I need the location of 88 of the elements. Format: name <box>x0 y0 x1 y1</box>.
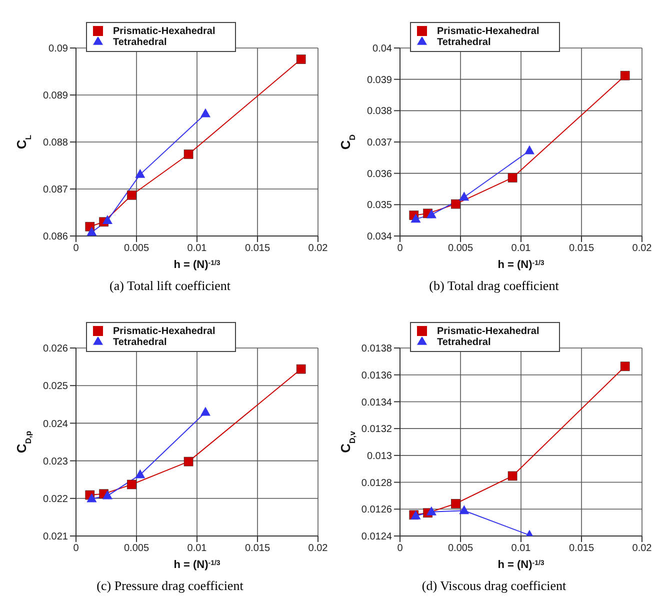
y-tick-label: 0.086 <box>42 232 68 243</box>
legend-label: Prismatic-Hexahedral <box>437 26 540 37</box>
point <box>184 150 194 159</box>
point <box>459 192 470 201</box>
x-tick-label: 0.005 <box>124 243 150 254</box>
point <box>508 173 518 182</box>
x-tick-label: 0.015 <box>244 243 270 254</box>
x-axis-title: h = (N)$^{-1/3}$ <box>174 258 220 271</box>
point <box>451 498 460 508</box>
point <box>86 226 97 236</box>
x-axis-title: h = (N)$^{-1/3}$ <box>498 258 544 271</box>
y-tick-label: 0.04 <box>372 44 392 55</box>
point <box>184 456 194 466</box>
x-tick-label: 0.015 <box>568 243 594 254</box>
x-tick-label: 0.01 <box>187 543 208 554</box>
text: (c) Pressure drag coefficient <box>96 578 244 595</box>
x-tick-label: 0.01 <box>511 543 532 554</box>
x-tick-label: 0 <box>73 543 80 554</box>
y-tick-label: 0.036 <box>366 168 392 180</box>
x-tick-label: 0 <box>397 243 404 254</box>
point <box>426 209 436 218</box>
y-tick-label: 0.023 <box>42 456 68 468</box>
legend-label: Prismatic-Hexahedral <box>113 326 216 337</box>
point <box>620 70 630 80</box>
point <box>135 168 146 178</box>
x-tick-label: 0.02 <box>632 543 652 554</box>
y-tick-label: 0.087 <box>42 184 68 196</box>
point <box>102 490 112 500</box>
legend-label: Prismatic-Hexahedral <box>437 326 540 337</box>
x-tick-label: 0.02 <box>308 243 328 254</box>
y-tick-label: 0.024 <box>42 418 68 430</box>
y-tick-label: 0.09 <box>48 44 68 55</box>
x-tick-label: 0 <box>73 243 80 254</box>
text: (b) Total drag coefficient <box>428 278 560 295</box>
point <box>426 506 436 516</box>
point <box>508 471 518 481</box>
point <box>127 190 136 200</box>
y-tick-label: 0.021 <box>42 532 68 543</box>
point <box>296 364 306 374</box>
y-tick-label: 0.037 <box>366 138 392 149</box>
y-tick-label: 0.026 <box>42 344 68 355</box>
y-tick-label: 0.038 <box>366 106 392 118</box>
y-tick-label: 0.089 <box>42 90 68 102</box>
x-tick-label: 0 <box>397 543 404 554</box>
x-tick-label: 0.005 <box>448 243 474 254</box>
point <box>410 214 421 223</box>
legend-label: Tetrahedral <box>113 37 167 48</box>
y-tick-label: 0.0124 <box>361 532 392 543</box>
legend-label: Tetrahedral <box>437 337 491 348</box>
y-tick-label: 0.022 <box>42 494 68 505</box>
y-tick-label: 0.039 <box>366 74 392 86</box>
x-tick-label: 0.015 <box>244 543 270 554</box>
y-tick-label: 0.0136 <box>361 370 392 382</box>
y-tick-label: 0.0128 <box>361 478 392 489</box>
point <box>620 362 630 372</box>
y-tick-label: 0.0132 <box>361 424 392 436</box>
y-tick-label: 0.013 <box>366 450 392 462</box>
y-tick-label: 0.0126 <box>361 504 392 516</box>
legend-label: Tetrahedral <box>437 37 491 48</box>
point <box>127 480 136 490</box>
point <box>86 493 97 502</box>
point <box>524 145 534 154</box>
point <box>296 54 306 64</box>
x-tick-label: 0.01 <box>511 243 532 254</box>
y-tick-label: 0.0134 <box>361 397 392 408</box>
point <box>451 199 460 209</box>
y-tick-label: 0.035 <box>366 200 392 212</box>
legend-label: Tetrahedral <box>113 337 167 348</box>
legend-label: Prismatic-Hexahedral <box>113 26 216 37</box>
y-tick-label: 0.088 <box>42 138 68 149</box>
x-axis-title: h = (N)$^{-1/3}$ <box>174 558 220 571</box>
y-tick-label: 0.0138 <box>361 344 392 355</box>
x-tick-label: 0.015 <box>568 543 594 554</box>
x-tick-label: 0.005 <box>448 543 474 554</box>
y-tick-label: 0.034 <box>366 232 392 243</box>
y-tick-label: 0.025 <box>42 381 68 392</box>
x-tick-label: 0.01 <box>187 243 208 254</box>
text: (d) Viscous drag coefficient <box>420 578 568 595</box>
point <box>200 406 210 416</box>
point <box>102 214 112 224</box>
x-tick-label: 0.02 <box>308 543 328 554</box>
point <box>135 469 146 478</box>
x-axis-title: h = (N)$^{-1/3}$ <box>498 558 544 571</box>
text: (a) Total lift coefficient <box>108 278 232 295</box>
point <box>459 505 470 514</box>
x-tick-label: 0.005 <box>124 543 150 554</box>
point <box>200 108 210 118</box>
x-tick-label: 0.02 <box>632 243 652 254</box>
